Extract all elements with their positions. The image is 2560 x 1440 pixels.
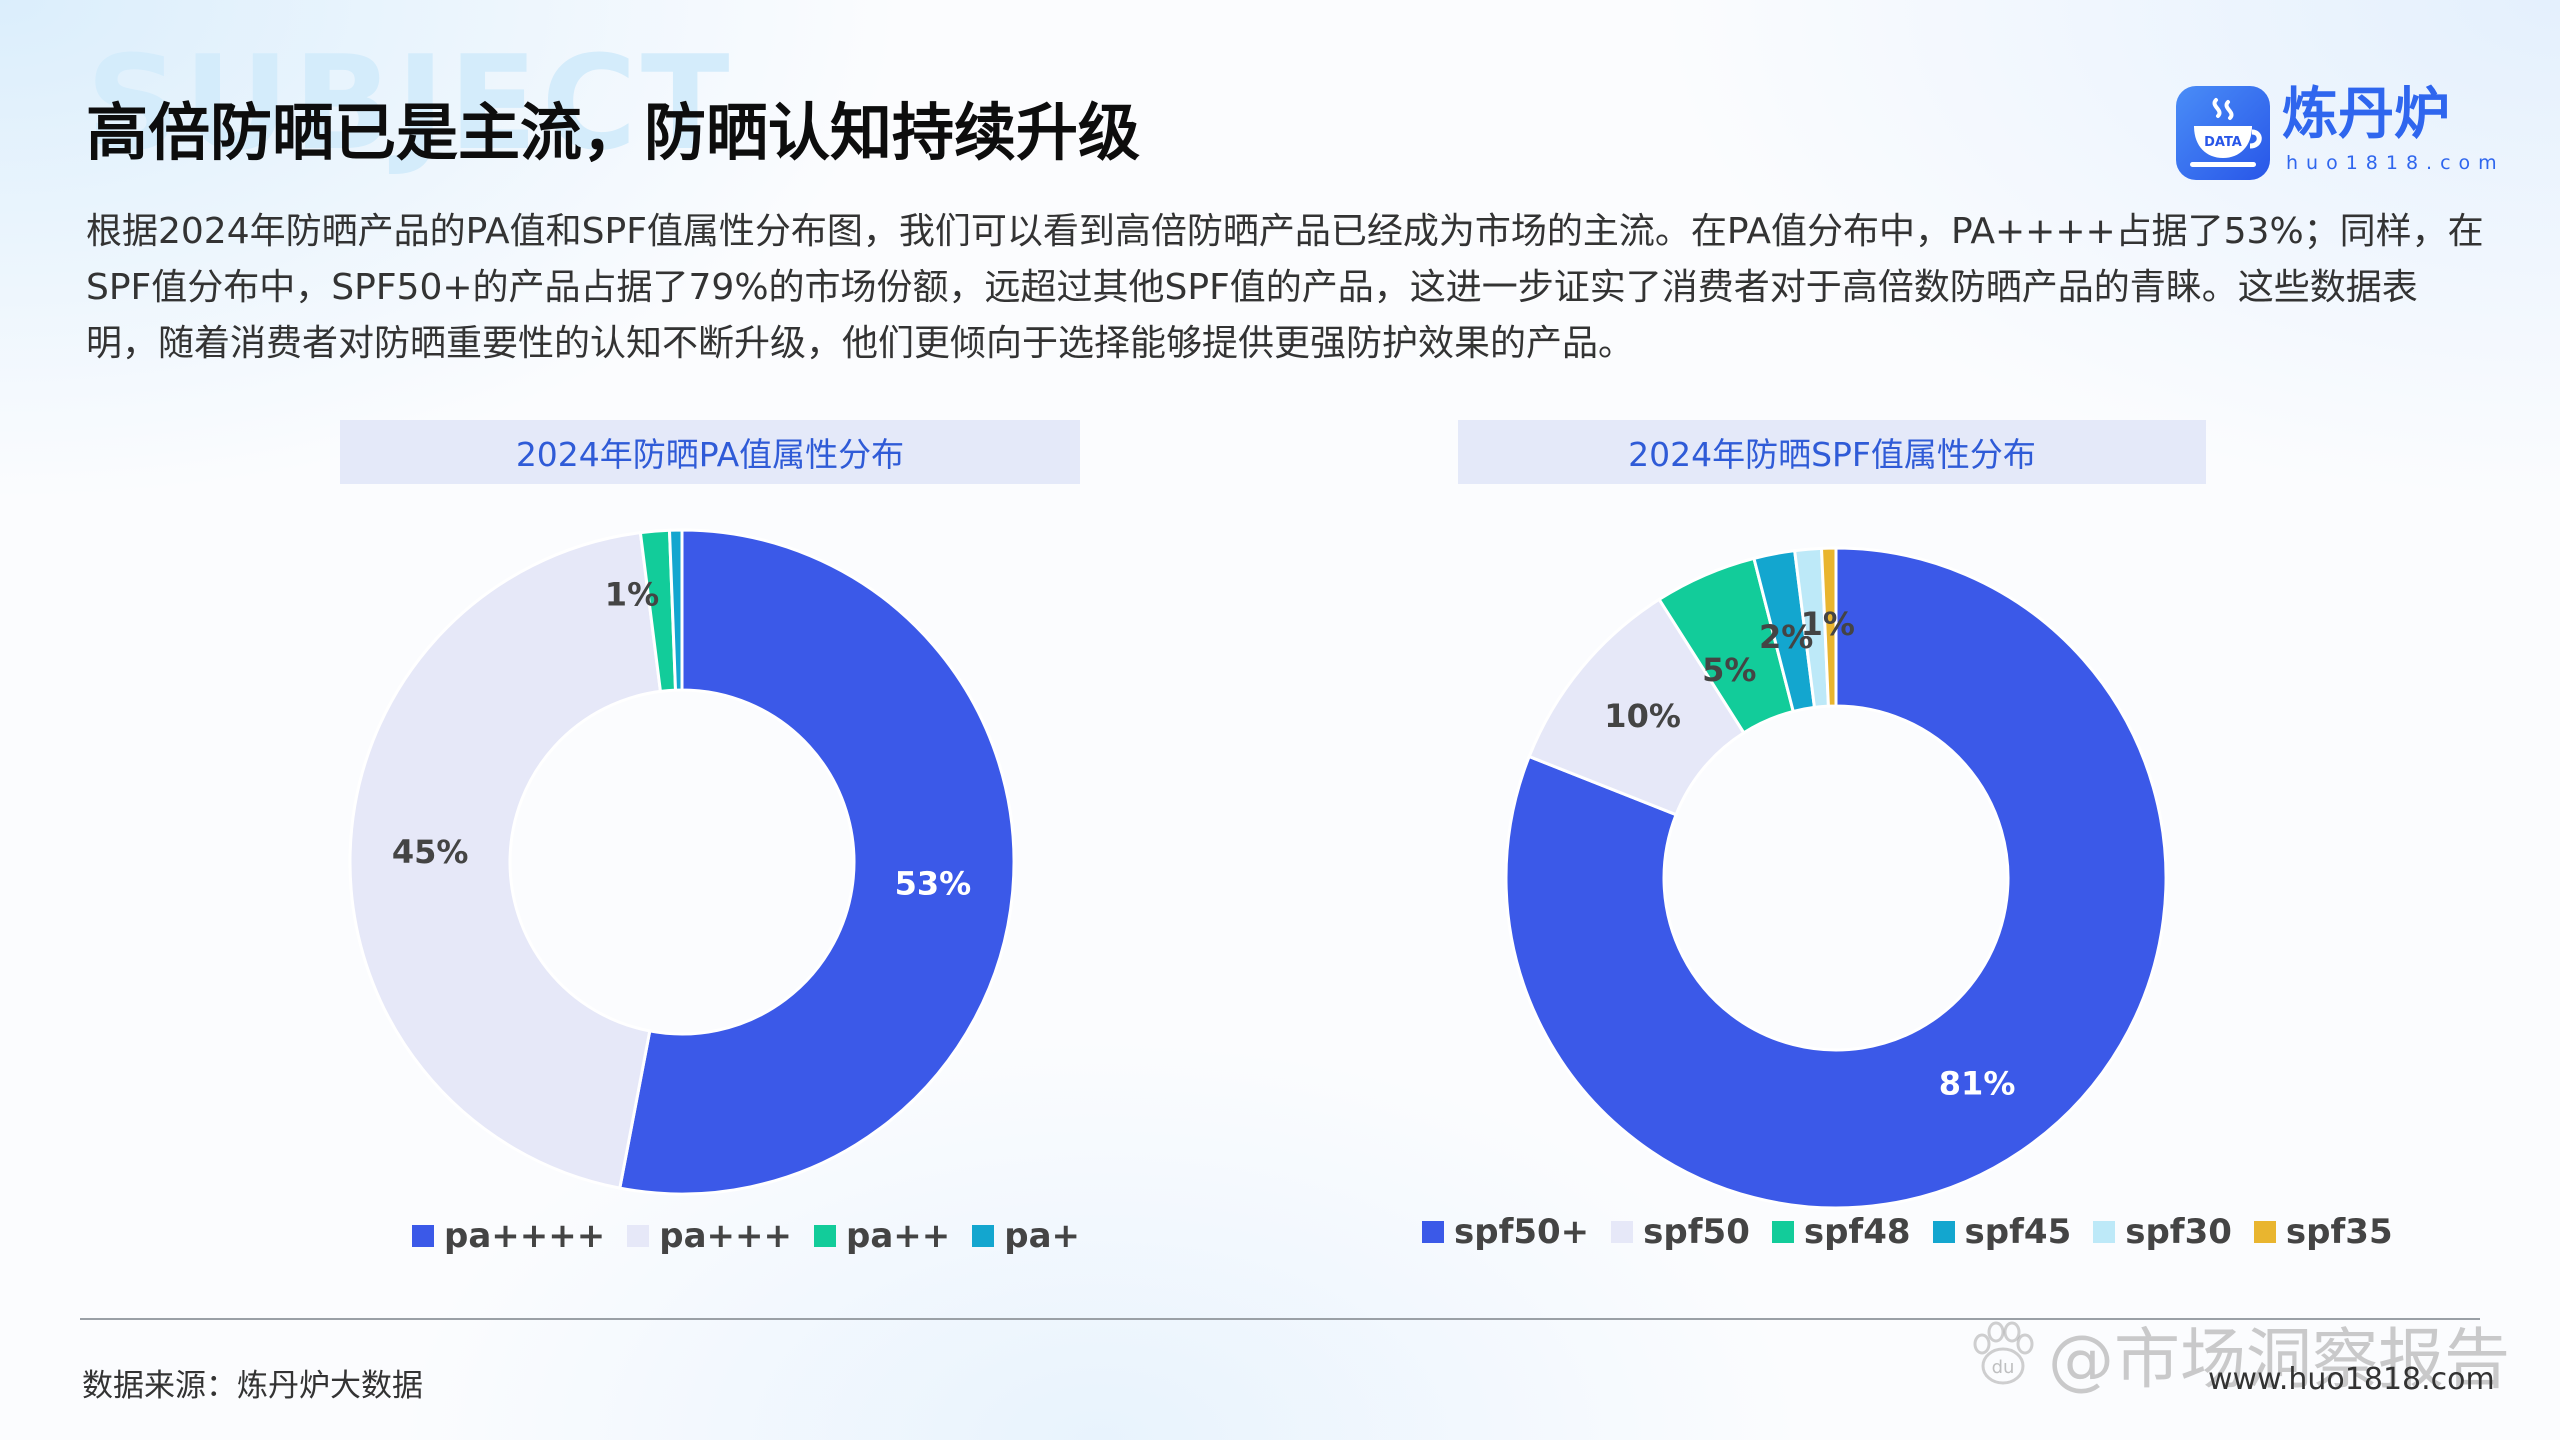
- pa-slice-pa+: [667, 528, 684, 692]
- logo-domain: huo1818.com: [2286, 152, 2505, 174]
- pa-data-label-pa++: 1%: [605, 576, 659, 614]
- pa-legend-swatch: [412, 1225, 434, 1247]
- spf-legend-swatch: [2253, 1221, 2276, 1243]
- pa-legend-swatch: [627, 1225, 650, 1247]
- watermark-badge-text: du: [1992, 1357, 2015, 1378]
- spf-data-label-spf48: 5%: [1702, 651, 1756, 689]
- logo-badge-text: DATA: [2204, 135, 2242, 150]
- spf-legend-label: spf48: [1803, 1212, 1911, 1252]
- spf-legend-item-spf35: spf35: [2253, 1212, 2393, 1252]
- pa-legend-item-pa+++: pa+++: [627, 1216, 792, 1256]
- spf-legend-swatch: [1422, 1221, 1444, 1243]
- footer-divider: [80, 1318, 2480, 1320]
- furnace-cup-icon: DATA: [2176, 86, 2270, 180]
- spf-legend-swatch: [2093, 1221, 2116, 1243]
- spf-data-label-spf45: 2%: [1759, 618, 1813, 656]
- spf-chart-legend: spf50+ spf50 spf48 spf45 spf30 spf35: [1422, 1212, 2393, 1252]
- watermark-text: @市场洞察报告: [2048, 1321, 2510, 1398]
- pa-legend-label: pa+++: [659, 1216, 792, 1256]
- spf-slice-spf50+: [1504, 546, 2168, 1210]
- pa-slice-pa++++: [618, 528, 1016, 1196]
- paw-watermark-icon: du: [1973, 1321, 2034, 1385]
- pa-legend-label: pa+: [1004, 1216, 1081, 1256]
- spf-legend-label: spf30: [2125, 1212, 2232, 1252]
- spf-legend-label: spf50+: [1454, 1212, 1590, 1252]
- pa-donut-chart: 53% 45% 1%: [348, 528, 1016, 1196]
- spf-legend-swatch: [1932, 1221, 1955, 1243]
- page-title: 高倍防晒已是主流，防晒认知持续升级: [86, 96, 1141, 169]
- spf-legend-item-spf45: spf45: [1932, 1212, 2072, 1252]
- spf-legend-label: spf50: [1643, 1212, 1750, 1252]
- spf-legend-swatch: [1771, 1221, 1794, 1243]
- spf-legend-label: spf35: [2285, 1212, 2393, 1252]
- data-source-note: 数据来源：炼丹炉大数据: [82, 1368, 423, 1404]
- pa-legend-item-pa++++: pa++++: [412, 1216, 605, 1256]
- description-paragraph: 根据2024年防晒产品的PA值和SPF值属性分布图，我们可以看到高倍防晒产品已经…: [86, 211, 2484, 364]
- spf-legend-item-spf48: spf48: [1771, 1212, 1911, 1252]
- pa-legend-item-pa++: pa++: [813, 1216, 951, 1256]
- spf-legend-label: spf45: [1964, 1212, 2072, 1252]
- brand-logo: DATA 炼丹炉 huo1818.com: [2176, 82, 2497, 184]
- logo-brand-name: 炼丹炉: [2282, 82, 2450, 147]
- spf-donut-chart: 81% 10% 5%2%1%: [1504, 546, 2168, 1210]
- spf-legend-item-spf30: spf30: [2093, 1212, 2232, 1252]
- spf-legend-item-spf50+: spf50+: [1422, 1212, 1589, 1252]
- pa-data-label-pa+++: 45%: [392, 833, 469, 871]
- spf-data-label-spf50+: 81%: [1939, 1065, 2016, 1103]
- pa-chart-title: 2024年防晒PA值属性分布: [340, 420, 1080, 484]
- pa-data-label-pa++++: 53%: [895, 865, 972, 903]
- pa-legend-swatch: [972, 1225, 995, 1247]
- pa-legend-label: pa++: [845, 1216, 951, 1256]
- pa-slice-pa+++: [348, 530, 663, 1190]
- background-watermark-word: SUBJECT: [86, 27, 734, 179]
- spf-legend-swatch: [1611, 1221, 1634, 1243]
- pa-legend-item-pa+: pa+: [972, 1216, 1080, 1256]
- spf-data-label-spf30: 1%: [1801, 605, 1855, 643]
- pa-legend-label: pa++++: [444, 1216, 606, 1256]
- spf-legend-item-spf50: spf50: [1611, 1212, 1750, 1252]
- site-url: www.huo1818.com: [2208, 1362, 2495, 1397]
- spf-chart-title: 2024年防晒SPF值属性分布: [1458, 420, 2206, 484]
- pa-legend-swatch: [813, 1225, 836, 1247]
- pa-chart-legend: pa++++ pa+++ pa++ pa+: [412, 1216, 1080, 1256]
- spf-slice-spf35: [1819, 546, 1838, 708]
- spf-data-label-spf50: 10%: [1604, 697, 1681, 735]
